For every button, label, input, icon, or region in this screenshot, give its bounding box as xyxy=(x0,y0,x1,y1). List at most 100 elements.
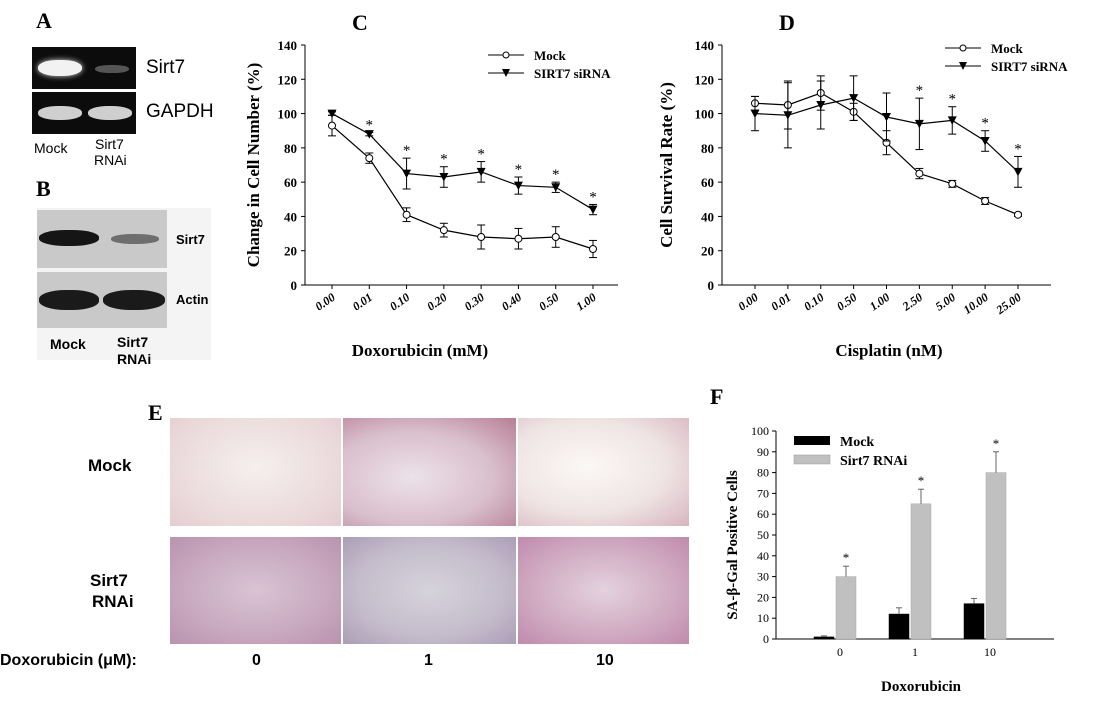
chart-f-ytick-label: 30 xyxy=(757,570,769,584)
chart-f-xlabel: Doxorubicin xyxy=(881,679,962,695)
chart-d-point-sirt7 xyxy=(849,94,859,103)
micro-row-label-rnai: RNAi xyxy=(92,592,134,611)
chart-c-xlabel: Doxorubicin (mM) xyxy=(352,341,488,360)
blot-lane-rnai: RNAi xyxy=(117,351,152,367)
chart-d-xtick-label: 5.00 xyxy=(933,290,958,314)
chart-c-xtick-label: 1.00 xyxy=(573,290,598,314)
chart-f-significance-star: * xyxy=(918,473,925,488)
chart-c-significance-star: * xyxy=(366,117,374,133)
chart-f-legend: Mock Sirt7 RNAi xyxy=(793,435,907,469)
chart-f-significance-star: * xyxy=(843,550,850,565)
chart-d-letter: D xyxy=(779,10,795,35)
micrograph-mock-10 xyxy=(518,418,689,526)
chart-f-ytick-label: 20 xyxy=(757,590,769,604)
chart-d-legend-sirt7: SIRT7 siRNA xyxy=(991,59,1068,74)
chart-c-ytick-label: 40 xyxy=(284,209,297,224)
chart-d-xlabel: Cisplatin (nM) xyxy=(835,341,942,360)
chart-d-point-mock xyxy=(981,197,990,205)
micrograph-rnai-10 xyxy=(518,537,689,644)
chart-d-legend-mock-marker xyxy=(959,44,967,52)
chart-d-significance-star: * xyxy=(981,116,989,132)
chart-d-point-sirt7 xyxy=(980,137,990,146)
chart-c-significance-star: * xyxy=(403,143,411,159)
chart-d-ytick-label: 20 xyxy=(701,244,714,259)
chart-d-ytick-label: 40 xyxy=(701,209,714,224)
chart-c-ylabel: Change in Cell Number (%) xyxy=(244,63,263,268)
chart-f-bar-mock xyxy=(888,613,910,640)
chart-d-plot: 0 20 40 60 80 100 120 140 0.00 0.01 0.10 0.50 1.00 2.… xyxy=(695,38,1051,318)
chart-d-ytick-label: 80 xyxy=(701,141,714,156)
gel-label-gapdh: GAPDH xyxy=(146,101,214,122)
chart-d-ytick-label: 140 xyxy=(695,38,715,53)
gel-band-mock-gapdh xyxy=(38,106,82,120)
chart-f-ytick-label: 70 xyxy=(757,486,769,500)
chart-d-point-sirt7 xyxy=(1013,167,1023,177)
gel-gapdh-band-row xyxy=(32,92,136,134)
chart-d-point-sirt7 xyxy=(750,109,760,119)
chart-c-ytick-label: 20 xyxy=(284,244,297,259)
chart-f-bar-sirt7-rnai xyxy=(985,472,1007,640)
chart-c-xtick-label: 0.30 xyxy=(462,290,487,314)
chart-c-xtick-label: 0.20 xyxy=(424,290,449,314)
chart-c-point-sirt7 xyxy=(476,167,486,177)
chart-c-point-mock xyxy=(365,154,374,163)
chart-c-point-sirt7 xyxy=(439,173,449,182)
chart-c-significance-star: * xyxy=(589,189,597,205)
chart-c-legend-sirt7-marker xyxy=(502,69,510,77)
chart-c-legend: Mock SIRT7 siRNA xyxy=(488,48,611,81)
chart-d-xtick-label: 10.00 xyxy=(961,290,991,317)
blot-band-rnai-actin xyxy=(103,290,165,310)
chart-c-point-mock xyxy=(477,233,486,241)
chart-d-xtick-label: 1.00 xyxy=(867,290,892,314)
chart-d-point-sirt7 xyxy=(783,111,793,120)
chart-c-significance-star: * xyxy=(552,167,560,183)
chart-c-point-sirt7 xyxy=(551,183,561,192)
chart-c-series-1-line xyxy=(331,113,594,211)
chart-c-point-mock xyxy=(514,234,523,243)
gel-band-rnai-gapdh xyxy=(88,106,132,120)
blot-label-sirt7: Sirt7 xyxy=(176,232,205,247)
chart-d-xtick-label: 0.00 xyxy=(735,290,760,314)
gel-band-mock-sirt7 xyxy=(38,60,82,76)
micro-col-label-0: 0 xyxy=(252,652,261,669)
chart-f-ytick-label: 0 xyxy=(763,632,769,646)
chart-d-ylabel: Cell Survival Rate (%) xyxy=(657,82,676,248)
chart-c: C Change in Cell Number (%) Doxorubicin … xyxy=(244,10,618,360)
chart-c-ytick-label: 100 xyxy=(278,107,298,122)
chart-f-xtick-label: 10 xyxy=(984,645,996,659)
gel-sirt7-band-row xyxy=(32,47,136,89)
chart-f-legend-sirt7-swatch xyxy=(793,454,831,465)
chart-c-point-sirt7 xyxy=(402,169,412,179)
gel-label-sirt7: Sirt7 xyxy=(146,57,186,78)
chart-c-xtick-label: 0.40 xyxy=(499,290,524,314)
chart-d-ytick-label: 0 xyxy=(708,278,715,293)
chart-c-xtick-label: 0.50 xyxy=(536,290,561,314)
chart-d-legend-sirt7-marker xyxy=(959,62,967,70)
blot-lane-sirt7: Sirt7 xyxy=(117,334,149,350)
blot-lane-mock: Mock xyxy=(50,336,86,352)
chart-f: F SA-β-Gal Positive Cells Doxorubicin 0 1… xyxy=(710,384,1054,695)
micro-row-label-mock: Mock xyxy=(88,456,132,475)
blot-sirt7-row xyxy=(37,210,167,268)
chart-c-significance-star: * xyxy=(440,152,448,168)
micro-col-label-10: 10 xyxy=(596,652,614,669)
chart-d-point-mock xyxy=(1014,210,1022,219)
chart-c-legend-sirt7: SIRT7 siRNA xyxy=(534,66,611,81)
chart-c-ytick-label: 80 xyxy=(284,141,297,156)
chart-c-ytick-label: 0 xyxy=(291,278,298,293)
chart-c-legend-mock-marker xyxy=(502,51,510,59)
chart-c-xtick-label: 0.00 xyxy=(312,290,337,314)
blot-band-mock-actin xyxy=(39,290,99,310)
chart-f-bar-mock xyxy=(813,636,835,640)
panel-b-letter: B xyxy=(36,176,51,201)
chart-c-legend-mock: Mock xyxy=(534,48,567,63)
chart-d-point-sirt7 xyxy=(816,101,826,110)
micro-row-label-sirt7: Sirt7 xyxy=(90,571,128,590)
chart-d-point-sirt7 xyxy=(947,116,957,125)
chart-c-series-0-line xyxy=(331,125,594,250)
chart-f-legend-mock-swatch xyxy=(794,436,830,445)
chart-f-ytick-label: 40 xyxy=(757,549,769,563)
chart-d-xtick-label: 0.01 xyxy=(768,290,793,314)
chart-d-point-mock xyxy=(948,179,957,188)
chart-c-point-sirt7 xyxy=(513,181,523,191)
